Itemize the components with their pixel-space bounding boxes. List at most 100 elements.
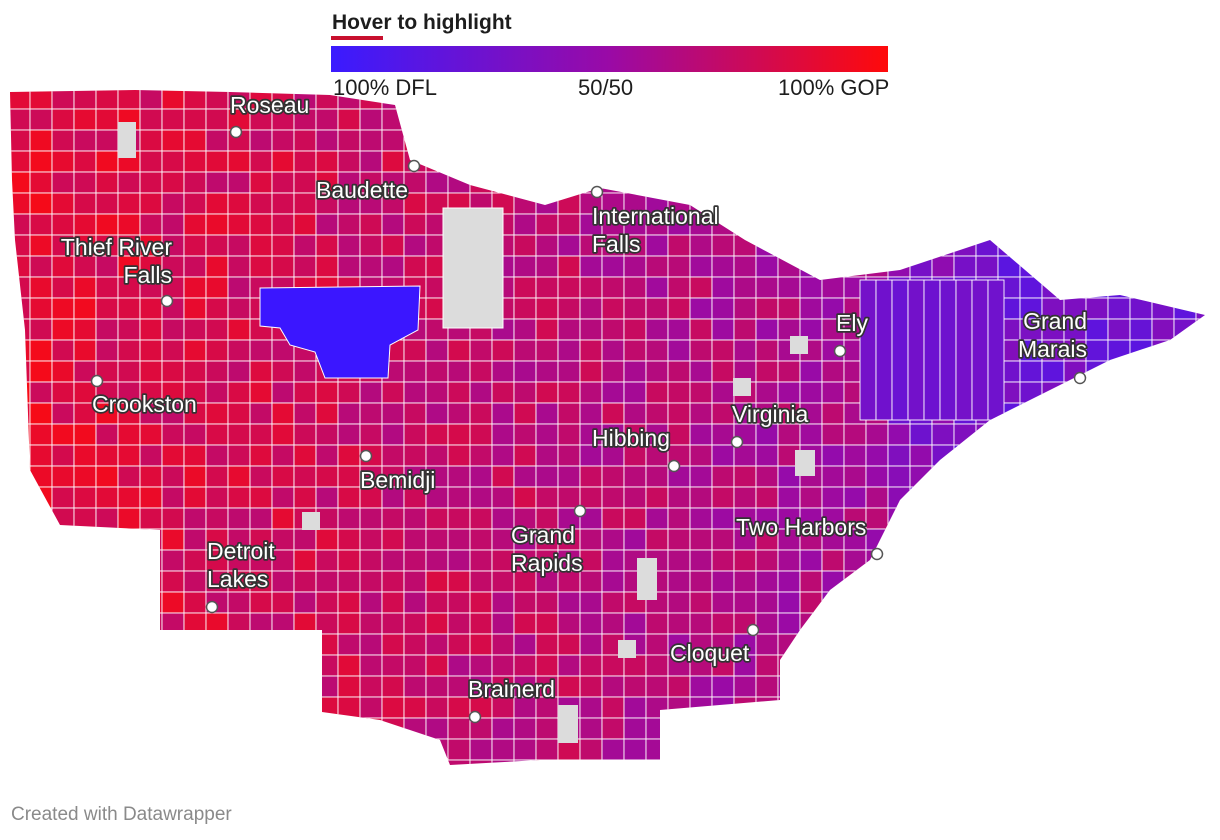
precinct-cell[interactable] bbox=[316, 592, 338, 613]
precinct-cell[interactable] bbox=[998, 424, 1020, 445]
precinct-cell[interactable] bbox=[1174, 760, 1196, 781]
precinct-cell[interactable] bbox=[338, 697, 360, 718]
precinct-cell[interactable] bbox=[1020, 697, 1042, 718]
precinct-cell[interactable] bbox=[404, 109, 426, 130]
precinct-cell[interactable] bbox=[8, 529, 30, 550]
precinct-cell[interactable] bbox=[96, 340, 118, 361]
precinct-cell[interactable] bbox=[1086, 340, 1108, 361]
precinct-cell[interactable] bbox=[96, 613, 118, 634]
precinct-cell[interactable] bbox=[910, 592, 932, 613]
precinct-cell[interactable] bbox=[1086, 172, 1108, 193]
precinct-cell[interactable] bbox=[206, 319, 228, 340]
precinct-cell[interactable] bbox=[1174, 109, 1196, 130]
precinct-cell[interactable] bbox=[184, 697, 206, 718]
precinct-cell[interactable] bbox=[96, 697, 118, 718]
precinct-cell[interactable] bbox=[668, 340, 690, 361]
precinct-cell[interactable] bbox=[272, 655, 294, 676]
precinct-cell[interactable] bbox=[932, 550, 954, 571]
precinct-cell[interactable] bbox=[470, 130, 492, 151]
precinct-cell[interactable] bbox=[778, 277, 800, 298]
precinct-cell[interactable] bbox=[250, 340, 272, 361]
precinct-cell[interactable] bbox=[536, 613, 558, 634]
precinct-cell[interactable] bbox=[580, 403, 602, 424]
precinct-cell[interactable] bbox=[976, 571, 998, 592]
precinct-cell[interactable] bbox=[888, 655, 910, 676]
precinct-cell[interactable] bbox=[646, 529, 668, 550]
precinct-cell[interactable] bbox=[778, 634, 800, 655]
precinct-cell[interactable] bbox=[250, 403, 272, 424]
precinct-cell[interactable] bbox=[778, 214, 800, 235]
precinct-cell[interactable] bbox=[1086, 529, 1108, 550]
precinct-cell[interactable] bbox=[866, 172, 888, 193]
precinct-cell[interactable] bbox=[140, 319, 162, 340]
precinct-cell[interactable] bbox=[206, 340, 228, 361]
precinct-cell[interactable] bbox=[646, 487, 668, 508]
precinct-cell[interactable] bbox=[272, 697, 294, 718]
precinct-cell[interactable] bbox=[888, 214, 910, 235]
precinct-cell[interactable] bbox=[1174, 151, 1196, 172]
precinct-cell[interactable] bbox=[1064, 529, 1086, 550]
precinct-cell[interactable] bbox=[140, 424, 162, 445]
precinct-cell[interactable] bbox=[426, 634, 448, 655]
precinct-cell[interactable] bbox=[888, 718, 910, 739]
precinct-cell[interactable] bbox=[1042, 655, 1064, 676]
precinct-cell[interactable] bbox=[30, 697, 52, 718]
precinct-cell[interactable] bbox=[206, 445, 228, 466]
precinct-cell[interactable] bbox=[8, 298, 30, 319]
precinct-cell[interactable] bbox=[404, 214, 426, 235]
precinct-cell[interactable] bbox=[1020, 151, 1042, 172]
precinct-cell[interactable] bbox=[712, 130, 734, 151]
precinct-cell[interactable] bbox=[338, 508, 360, 529]
precinct-cell[interactable] bbox=[1108, 109, 1130, 130]
precinct-cell[interactable] bbox=[908, 280, 924, 420]
precinct-cell[interactable] bbox=[74, 760, 96, 781]
precinct-cell[interactable] bbox=[228, 277, 250, 298]
precinct-cell[interactable] bbox=[756, 298, 778, 319]
precinct-cell[interactable] bbox=[976, 508, 998, 529]
precinct-cell[interactable] bbox=[52, 424, 74, 445]
precinct-cell[interactable] bbox=[1196, 592, 1218, 613]
precinct-cell[interactable] bbox=[1108, 172, 1130, 193]
precinct-cell[interactable] bbox=[580, 697, 602, 718]
precinct-cell[interactable] bbox=[756, 340, 778, 361]
precinct-cell[interactable] bbox=[646, 508, 668, 529]
precinct-cell[interactable] bbox=[426, 718, 448, 739]
precinct-cell[interactable] bbox=[778, 760, 800, 781]
precinct-cell[interactable] bbox=[1130, 88, 1152, 109]
precinct-cell[interactable] bbox=[426, 130, 448, 151]
precinct-cell[interactable] bbox=[118, 697, 140, 718]
precinct-cell[interactable] bbox=[1108, 550, 1130, 571]
precinct-cell[interactable] bbox=[800, 361, 822, 382]
precinct-cell[interactable] bbox=[844, 256, 866, 277]
precinct-cell[interactable] bbox=[184, 235, 206, 256]
precinct-cell[interactable] bbox=[1174, 340, 1196, 361]
precinct-cell[interactable] bbox=[426, 151, 448, 172]
precinct-cell[interactable] bbox=[448, 676, 470, 697]
precinct-cell[interactable] bbox=[800, 235, 822, 256]
precinct-cell[interactable] bbox=[536, 172, 558, 193]
precinct-cell[interactable] bbox=[1174, 214, 1196, 235]
precinct-cell[interactable] bbox=[624, 340, 646, 361]
precinct-cell[interactable] bbox=[924, 280, 940, 420]
precinct-cell[interactable] bbox=[690, 277, 712, 298]
precinct-cell[interactable] bbox=[316, 571, 338, 592]
precinct-cell[interactable] bbox=[1196, 256, 1218, 277]
precinct-cell[interactable] bbox=[1086, 130, 1108, 151]
precinct-cell[interactable] bbox=[1108, 466, 1130, 487]
precinct-cell[interactable] bbox=[602, 151, 624, 172]
precinct-cell[interactable] bbox=[1108, 130, 1130, 151]
precinct-cell[interactable] bbox=[646, 382, 668, 403]
precinct-cell[interactable] bbox=[646, 151, 668, 172]
precinct-cell[interactable] bbox=[690, 571, 712, 592]
precinct-cell[interactable] bbox=[866, 487, 888, 508]
precinct-cell[interactable] bbox=[624, 382, 646, 403]
precinct-cell[interactable] bbox=[30, 571, 52, 592]
precinct-cell[interactable] bbox=[1108, 214, 1130, 235]
precinct-cell[interactable] bbox=[8, 256, 30, 277]
precinct-cell[interactable] bbox=[954, 151, 976, 172]
precinct-cell[interactable] bbox=[1152, 592, 1174, 613]
precinct-cell[interactable] bbox=[140, 571, 162, 592]
precinct-cell[interactable] bbox=[514, 277, 536, 298]
precinct-cell[interactable] bbox=[998, 88, 1020, 109]
precinct-cell[interactable] bbox=[1152, 697, 1174, 718]
